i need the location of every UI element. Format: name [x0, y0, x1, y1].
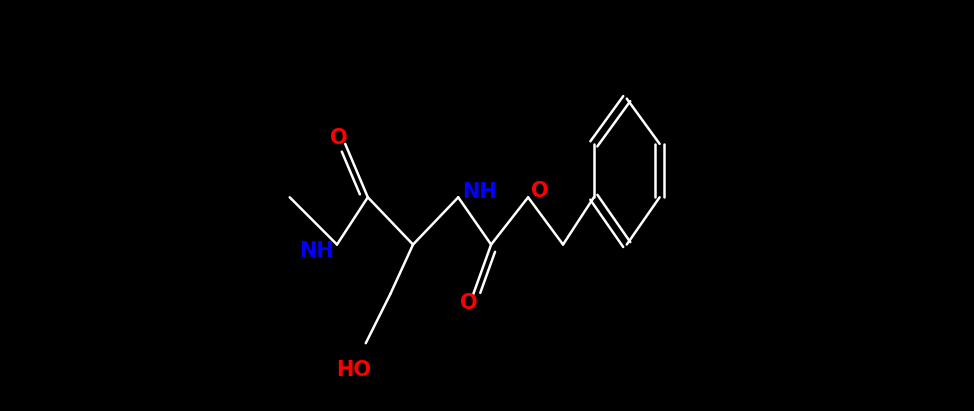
Text: HO: HO	[336, 360, 371, 380]
Text: NH: NH	[463, 182, 497, 202]
Text: NH: NH	[299, 241, 334, 261]
Text: O: O	[460, 293, 477, 313]
Text: O: O	[330, 128, 348, 148]
Text: O: O	[532, 181, 549, 201]
